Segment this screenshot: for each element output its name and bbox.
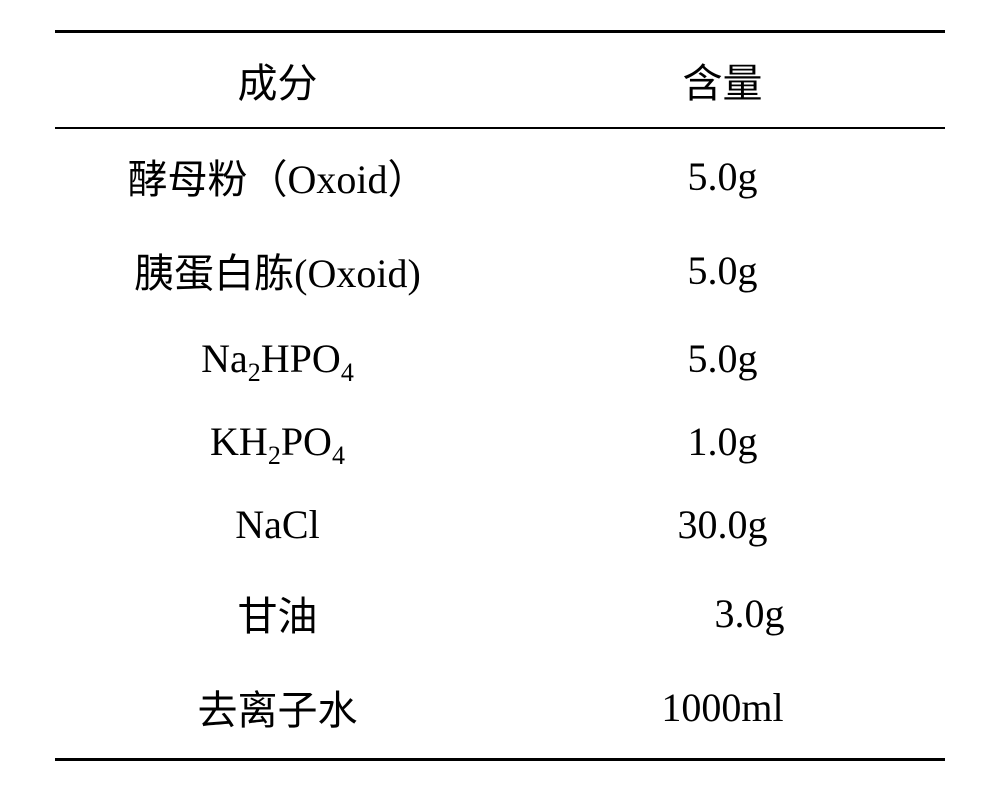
table-row: 去离子水1000ml: [55, 660, 945, 760]
cell-component: 胰蛋白胨(Oxoid): [55, 223, 500, 317]
table-row: 胰蛋白胨(Oxoid)5.0g: [55, 223, 945, 317]
table-header-row: 成分 含量: [55, 32, 945, 129]
cell-amount: 1.0g: [500, 400, 945, 483]
header-amount: 含量: [500, 32, 945, 129]
composition-table-container: 成分 含量 酵母粉（Oxoid）5.0g胰蛋白胨(Oxoid)5.0gNa2HP…: [0, 0, 1000, 791]
header-component: 成分: [55, 32, 500, 129]
cell-amount: 5.0g: [500, 317, 945, 400]
cell-component: KH2PO4: [55, 400, 500, 483]
cell-component: 去离子水: [55, 660, 500, 760]
table-row: 甘油3.0g: [55, 566, 945, 660]
composition-table: 成分 含量 酵母粉（Oxoid）5.0g胰蛋白胨(Oxoid)5.0gNa2HP…: [55, 30, 945, 761]
table-row: NaCl30.0g: [55, 483, 945, 566]
cell-amount: 5.0g: [500, 128, 945, 223]
table-row: KH2PO41.0g: [55, 400, 945, 483]
table-body: 酵母粉（Oxoid）5.0g胰蛋白胨(Oxoid)5.0gNa2HPO45.0g…: [55, 128, 945, 760]
cell-component: 甘油: [55, 566, 500, 660]
cell-amount: 30.0g: [500, 483, 945, 566]
cell-amount: 5.0g: [500, 223, 945, 317]
cell-component: NaCl: [55, 483, 500, 566]
cell-component: 酵母粉（Oxoid）: [55, 128, 500, 223]
cell-amount: 3.0g: [500, 566, 945, 660]
cell-amount: 1000ml: [500, 660, 945, 760]
table-row: 酵母粉（Oxoid）5.0g: [55, 128, 945, 223]
cell-component: Na2HPO4: [55, 317, 500, 400]
table-row: Na2HPO45.0g: [55, 317, 945, 400]
